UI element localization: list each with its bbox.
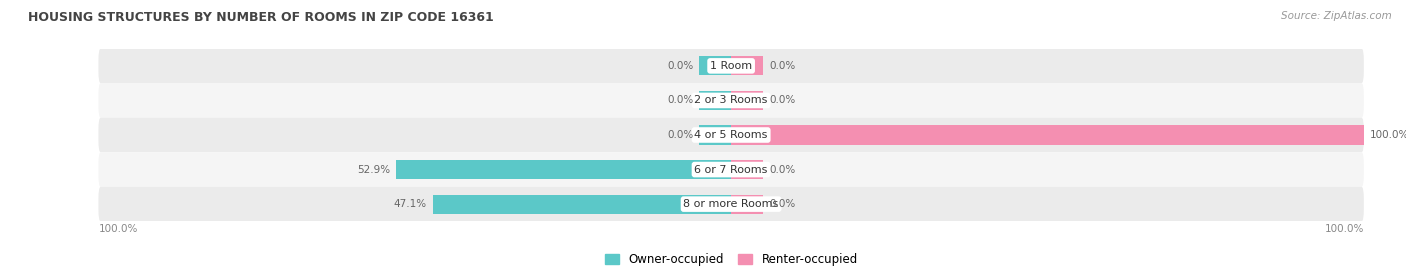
Text: 6 or 7 Rooms: 6 or 7 Rooms [695,164,768,175]
FancyBboxPatch shape [98,49,1364,83]
FancyBboxPatch shape [98,187,1364,221]
Bar [731,91,762,110]
Text: 8 or more Rooms: 8 or more Rooms [683,199,779,209]
Text: 0.0%: 0.0% [666,95,693,106]
Bar [433,195,731,214]
Bar [699,126,731,144]
Text: 0.0%: 0.0% [666,130,693,140]
Text: 0.0%: 0.0% [666,61,693,71]
Text: Source: ZipAtlas.com: Source: ZipAtlas.com [1281,11,1392,21]
Legend: Owner-occupied, Renter-occupied: Owner-occupied, Renter-occupied [600,248,862,270]
Text: 47.1%: 47.1% [394,199,427,209]
Text: 2 or 3 Rooms: 2 or 3 Rooms [695,95,768,106]
Bar [731,160,762,179]
Text: 1 Room: 1 Room [710,61,752,71]
Text: HOUSING STRUCTURES BY NUMBER OF ROOMS IN ZIP CODE 16361: HOUSING STRUCTURES BY NUMBER OF ROOMS IN… [28,11,494,24]
Text: 100.0%: 100.0% [98,224,138,234]
FancyBboxPatch shape [98,152,1364,187]
Text: 100.0%: 100.0% [1324,224,1364,234]
Bar [699,56,731,75]
FancyBboxPatch shape [98,83,1364,118]
Text: 0.0%: 0.0% [769,164,796,175]
FancyBboxPatch shape [98,118,1364,152]
Bar [731,56,762,75]
Text: 4 or 5 Rooms: 4 or 5 Rooms [695,130,768,140]
Text: 0.0%: 0.0% [769,199,796,209]
Bar [731,195,762,214]
Text: 52.9%: 52.9% [357,164,389,175]
Bar [396,160,731,179]
Bar [731,126,1364,144]
Text: 100.0%: 100.0% [1369,130,1406,140]
Text: 0.0%: 0.0% [769,95,796,106]
Text: 0.0%: 0.0% [769,61,796,71]
Bar [699,91,731,110]
